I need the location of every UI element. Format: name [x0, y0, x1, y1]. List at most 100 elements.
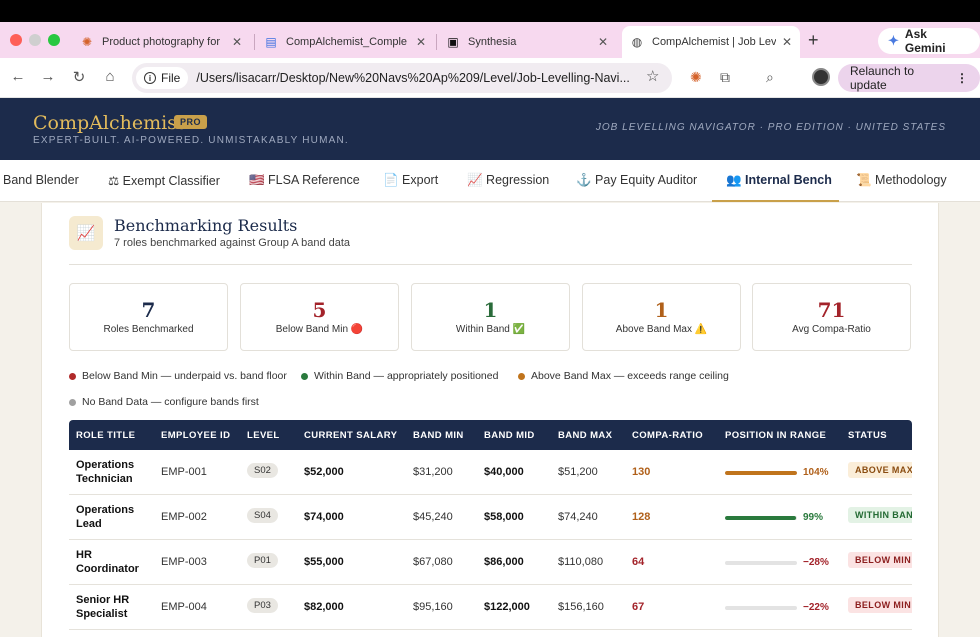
current-salary: $52,000 [304, 466, 344, 478]
relaunch-label: Relaunch to update [850, 64, 915, 92]
minimize-window-button[interactable] [29, 34, 41, 46]
tab-favicon-icon: ▤ [265, 35, 277, 49]
active-tab-underline [712, 200, 839, 202]
table-row[interactable]: Senior HR Specialist EMP-004 P03 $82,000… [69, 585, 912, 630]
browser-tab[interactable]: ▤ CompAlchemist_Comple ✕ [256, 26, 434, 58]
stat-label: Within Band ✅ [455, 324, 526, 335]
chart-icon: 📈 [69, 216, 103, 250]
new-tab-button[interactable]: + [808, 30, 819, 50]
window-controls [10, 34, 60, 46]
stat-value: 1 [483, 298, 498, 322]
top-strip [0, 0, 980, 22]
position-bar [725, 561, 797, 565]
nav-flsa-reference[interactable]: 🇺🇸 FLSA Reference [249, 173, 360, 187]
close-icon[interactable]: ✕ [597, 35, 608, 49]
legend-text: Below Band Min — underpaid vs. band floo… [82, 370, 287, 382]
browser-tab-active[interactable]: ◍ CompAlchemist | Job Lev ✕ [622, 26, 800, 58]
band-min: $45,240 [413, 511, 453, 523]
band-max: $110,080 [558, 556, 604, 568]
app-nav: Band Blender ⚖ Exempt Classifier 🇺🇸 FLSA… [0, 160, 980, 202]
gemini-icon: ✦ [888, 33, 899, 48]
column-header[interactable]: EMPLOYEE ID [161, 430, 231, 441]
relaunch-button[interactable]: Relaunch to update ⋮ [838, 64, 980, 92]
band-max: $74,240 [558, 511, 598, 523]
current-salary: $82,000 [304, 601, 344, 613]
current-salary: $74,000 [304, 511, 344, 523]
legend-dot [69, 398, 76, 406]
employee-id: EMP-001 [161, 466, 207, 478]
stat-value: 1 [654, 298, 669, 322]
nav-band-blender[interactable]: Band Blender [3, 173, 79, 187]
level-pill: S04 [247, 508, 278, 523]
maximize-window-button[interactable] [48, 34, 60, 46]
close-icon[interactable]: ✕ [415, 35, 426, 49]
menu-dots-icon[interactable]: ⋮ [956, 71, 968, 85]
band-min: $95,160 [413, 601, 453, 613]
legend-text: Within Band — appropriately positioned [314, 370, 499, 382]
ask-gemini-button[interactable]: ✦ Ask Gemini [878, 27, 980, 55]
app-header: CompAlchemist PRO EXPERT-BUILT. AI-POWER… [0, 98, 980, 160]
info-icon: i [144, 72, 156, 84]
bookmark-star-icon[interactable]: ☆ [646, 68, 660, 85]
close-icon[interactable]: ✕ [781, 35, 792, 49]
stat-avg-compa-ratio: 71 Avg Compa-Ratio [752, 283, 911, 351]
home-button[interactable]: ⌂ [105, 68, 115, 85]
brand-name: CompAlchemist [33, 112, 185, 134]
table-row[interactable]: Operations Lead EMP-002 S04 $74,000 $45,… [69, 495, 912, 540]
legend-within-band: Within Band — appropriately positioned [301, 370, 498, 382]
band-min: $67,080 [413, 556, 453, 568]
pro-badge: PRO [174, 115, 208, 129]
column-header[interactable]: POSITION IN RANGE [725, 430, 827, 441]
role-title: HR Coordinator [76, 549, 139, 575]
column-header[interactable]: LEVEL [247, 430, 280, 441]
employee-id: EMP-004 [161, 601, 207, 613]
close-icon[interactable]: ✕ [231, 35, 242, 49]
extensions-puzzle-icon[interactable]: ⧉ [720, 69, 730, 85]
role-title: Operations Technician [76, 459, 135, 485]
section-subtitle: 7 roles benchmarked against Group A band… [114, 237, 351, 249]
compa-ratio: 64 [632, 556, 645, 568]
table-row[interactable]: HR Coordinator EMP-003 P01 $55,000 $67,0… [69, 540, 912, 585]
tab-search-icon[interactable]: ⌕ [766, 69, 774, 85]
nav-regression[interactable]: 📈 Regression [467, 173, 550, 187]
header-subtitle: JOB LEVELLING NAVIGATOR · PRO EDITION · … [595, 122, 946, 133]
position-percent: −28% [803, 557, 829, 568]
browser-tab[interactable]: ▣ Synthesia ✕ [438, 26, 616, 58]
tab-favicon-icon: ✺ [81, 35, 93, 49]
column-header[interactable]: COMPA-RATIO [632, 430, 704, 441]
column-header[interactable]: ROLE TITLE [76, 430, 136, 441]
compa-ratio: 128 [632, 511, 651, 523]
column-header[interactable]: CURRENT SALARY [304, 430, 398, 441]
reload-button[interactable]: ↻ [72, 69, 86, 86]
browser-tab[interactable]: ✺ Product photography for ✕ [72, 26, 250, 58]
forward-button[interactable]: → [40, 68, 56, 85]
omnibox[interactable]: i File /Users/lisacarr/Desktop/New%20Nav… [132, 63, 672, 93]
table-row[interactable]: Operations Technician EMP-001 S02 $52,00… [69, 450, 912, 495]
nav-methodology[interactable]: 📜 Methodology [856, 173, 947, 187]
claude-extension-icon[interactable]: ✺ [690, 69, 702, 85]
nav-exempt-classifier[interactable]: ⚖ Exempt Classifier [108, 174, 220, 188]
close-window-button[interactable] [10, 34, 22, 46]
band-mid: $40,000 [484, 466, 524, 478]
back-button[interactable]: ← [10, 68, 26, 85]
column-header[interactable]: BAND MID [484, 430, 535, 441]
position-percent: −22% [803, 602, 829, 613]
legend-dot [518, 372, 525, 380]
column-header[interactable]: STATUS [848, 430, 887, 441]
nav-pay-equity-auditor[interactable]: ⚓ Pay Equity Auditor [576, 173, 698, 187]
stat-value: 5 [312, 298, 327, 322]
stat-label: Above Band Max ⚠️ [615, 324, 708, 335]
nav-export[interactable]: 📄 Export [383, 173, 439, 187]
column-header[interactable]: BAND MAX [558, 430, 613, 441]
band-min: $31,200 [413, 466, 453, 478]
nav-internal-bench[interactable]: 👥 Internal Bench [726, 173, 832, 187]
profile-avatar[interactable] [812, 68, 830, 86]
column-header[interactable]: BAND MIN [413, 430, 464, 441]
compa-ratio: 67 [632, 601, 645, 613]
site-info-chip[interactable]: i File [136, 67, 189, 89]
url-text[interactable]: /Users/lisacarr/Desktop/New%20Navs%20Ap%… [196, 71, 630, 85]
legend-above-max: Above Band Max — exceeds range ceiling [518, 370, 729, 382]
status-badge: ABOVE MAX [848, 462, 912, 478]
current-salary: $55,000 [304, 556, 344, 568]
status-badge: WITHIN BAND [848, 507, 912, 523]
